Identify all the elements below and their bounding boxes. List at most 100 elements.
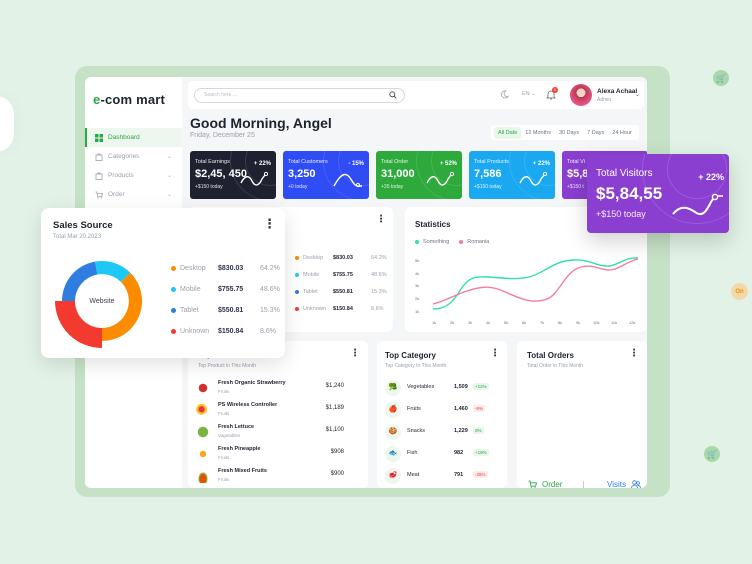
- sidebar-item-dashboard[interactable]: Dashboard: [85, 128, 182, 147]
- legend-percent: 48.6%: [371, 272, 387, 278]
- brand-logo[interactable]: e-com mart: [93, 92, 165, 107]
- category-row[interactable]: 🍪 Snacks 1,229 0%: [377, 422, 495, 444]
- search-input[interactable]: Search here.....: [194, 88, 405, 103]
- legend-percent: 8.6%: [260, 328, 276, 335]
- stat-value: $5,8: [567, 168, 589, 180]
- product-price: $1,240: [325, 383, 344, 389]
- search-icon[interactable]: [389, 91, 397, 99]
- product-row[interactable]: Fresh Pineapple Fruits $908: [188, 444, 358, 466]
- more-options-icon[interactable]: ⋮: [263, 216, 276, 231]
- product-price: $908: [330, 449, 344, 455]
- logo-mark: e: [93, 92, 101, 107]
- trend-line-icon: [519, 171, 548, 186]
- x-tick: 9k: [576, 320, 580, 325]
- product-category: Fruits: [218, 455, 230, 460]
- category-row[interactable]: 🥦 Vegetables 1,509 +12%: [377, 378, 495, 400]
- legend-amount: $830.03: [333, 255, 353, 261]
- legend-amount: $150.84: [218, 328, 244, 335]
- chevron-down-icon: ⌄: [166, 192, 172, 198]
- filter-all-date[interactable]: All Date: [494, 126, 522, 139]
- stat-label: Total Vi: [567, 159, 585, 165]
- x-tick: 2k: [450, 320, 454, 325]
- x-tick: 12k: [629, 320, 635, 325]
- legend-dot: [415, 240, 419, 244]
- avatar[interactable]: [570, 84, 592, 106]
- notification-badge: 0: [552, 87, 558, 93]
- legend-percent: 15.3%: [260, 307, 280, 314]
- product-row[interactable]: Fresh Lettuce Vagetables $1,100: [188, 422, 358, 444]
- sidebar-item-products[interactable]: Products ⌄: [85, 166, 182, 185]
- user-menu-chevron-icon[interactable]: ⌄: [635, 92, 641, 98]
- stat-label: Total Products: [474, 159, 509, 165]
- product-name: Fresh Lettuce: [218, 424, 255, 430]
- sidebar-item-order[interactable]: Order ⌄: [85, 185, 182, 204]
- legend-percent: 15.3%: [371, 289, 387, 295]
- snacks-icon: 🍪: [385, 424, 401, 440]
- stat-card-total-earnings[interactable]: Total Earnings + 22% $2,45, 450 +$150 to…: [190, 151, 276, 199]
- trend-line-icon: [672, 193, 723, 216]
- filter-30-days[interactable]: 30 Days: [558, 129, 580, 136]
- card-subtitle: Top Category In This Month: [385, 363, 447, 369]
- language-select[interactable]: EN ⌄: [522, 91, 536, 97]
- stat-card-total-order[interactable]: Total Order + 52% 31,000 +35 today: [376, 151, 462, 199]
- stat-value: $5,84,55: [596, 184, 663, 203]
- filter-7-days[interactable]: 7 Days: [587, 129, 605, 136]
- more-options-icon[interactable]: ⋮: [376, 214, 386, 225]
- more-options-icon[interactable]: ⋮: [350, 348, 360, 359]
- sidebar-item-categories[interactable]: Categories ⌄: [85, 147, 182, 166]
- moon-icon[interactable]: [500, 90, 509, 99]
- legend-dot: [295, 256, 299, 260]
- date-filter-tabs: All Date 12 Months 30 Days 7 Days 24 Hou…: [491, 125, 639, 140]
- stat-change: + 22%: [532, 161, 550, 167]
- legend-row-tablet: Tablet $550.81 15.3%: [171, 307, 280, 314]
- stat-card-total-products[interactable]: Total Products + 22% 7,586 +$150 today: [469, 151, 555, 199]
- user-role: Admin: [597, 97, 612, 103]
- card-title: Statistics: [415, 220, 451, 229]
- y-tick: 2k: [415, 296, 419, 301]
- product-row[interactable]: Fresh Mixed Fruits Fruits $900: [188, 466, 358, 488]
- legend-dot: [459, 240, 464, 244]
- page-title: Good Morning, Angel: [190, 115, 332, 131]
- user-name: Alexa Achaal: [597, 88, 638, 95]
- legend-row: Mobile $755.75 48.6%: [295, 272, 387, 278]
- more-options-icon[interactable]: ⋮: [629, 348, 639, 359]
- total-visitors-popup[interactable]: Total Visitors + 22% $5,84,55 +$150 toda…: [587, 154, 729, 233]
- card-title: Sales Source: [53, 220, 113, 231]
- product-name: Fresh Organic Strawberry: [218, 380, 286, 386]
- legend-name: Desktop: [180, 265, 206, 272]
- topbar: Search here..... EN ⌄ 0 Alexa Achaal Adm…: [188, 81, 644, 109]
- donut-center-label: Website: [89, 298, 114, 305]
- stat-sub: +35 today: [381, 184, 404, 190]
- stat-label: Total Customers: [288, 159, 328, 165]
- legend-percent: 8.6%: [371, 306, 384, 312]
- x-tick: 10k: [593, 320, 599, 325]
- x-tick: 8k: [558, 320, 562, 325]
- category-row[interactable]: 🐟 Fish 982 +19%: [377, 444, 495, 466]
- page-date: Friday, December 25: [190, 132, 255, 139]
- filter-24-hour[interactable]: 24 Hour: [612, 129, 632, 136]
- grid-icon: [95, 133, 103, 142]
- legend-amount: $550.81: [333, 289, 353, 295]
- trend-line-icon: [240, 171, 269, 186]
- legend-dot: [171, 308, 176, 313]
- legend-row-desktop: Desktop $830.03 64.2%: [171, 265, 280, 272]
- product-name: PS Wireless Controller: [218, 402, 278, 408]
- product-row[interactable]: PS Wireless Controller Fruits $1,189: [188, 400, 358, 422]
- category-row[interactable]: 🥩 Meat 791 -25%: [377, 466, 495, 488]
- category-name: Vegetables: [407, 384, 435, 390]
- search-placeholder: Search here.....: [204, 92, 239, 98]
- filter-12-months[interactable]: 12 Months: [525, 129, 551, 136]
- category-row[interactable]: 🍎 Fruits 1,460 -5%: [377, 400, 495, 422]
- chart-legend: Something Romania: [415, 239, 489, 245]
- order-tab[interactable]: Order: [528, 480, 562, 488]
- stat-card-total-customers[interactable]: Total Customers - 15% 3,250 +0 today: [283, 151, 369, 199]
- product-row[interactable]: Fresh Organic Strawberry Fruits $1,240: [188, 378, 358, 400]
- category-name: Fish: [407, 450, 418, 456]
- visits-tab[interactable]: Visits: [607, 480, 641, 488]
- more-options-icon[interactable]: ⋮: [490, 348, 500, 359]
- sidebar-item-label: Order: [108, 191, 125, 198]
- category-name: Snacks: [407, 428, 426, 434]
- card-title: Total Orders: [527, 351, 574, 360]
- category-count: 982: [454, 450, 464, 456]
- legend-amount: $755.75: [218, 286, 244, 293]
